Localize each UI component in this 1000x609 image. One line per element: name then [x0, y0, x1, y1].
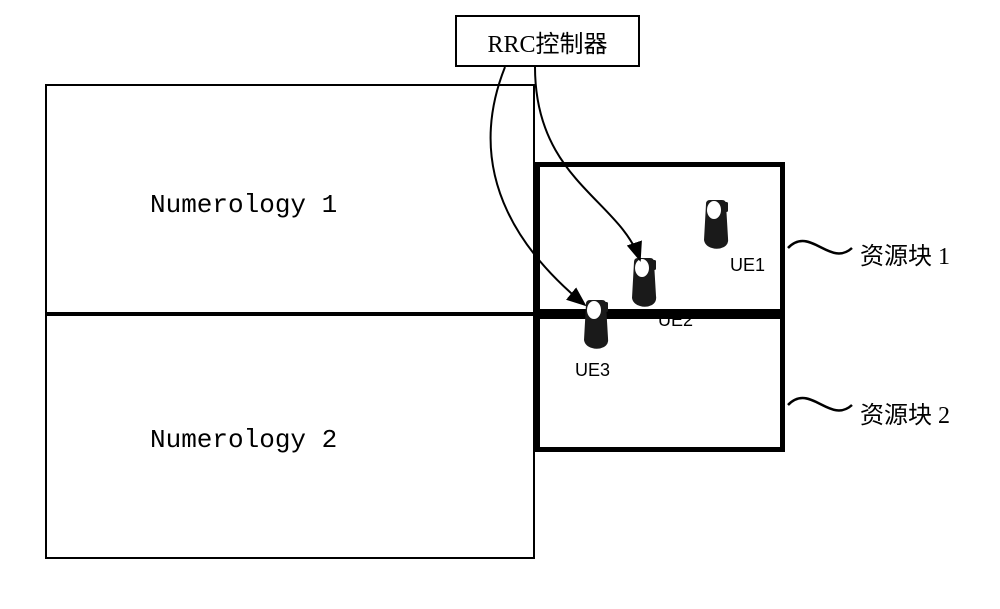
resource-block-1-box	[535, 162, 785, 314]
resource-block-1-label: 资源块 1	[860, 236, 950, 271]
ue3-icon	[580, 300, 612, 350]
rrc-controller-label: RRC控制器	[487, 24, 607, 59]
numerology-2-label: Numerology 2	[150, 425, 337, 455]
ue1-label: UE1	[730, 255, 765, 276]
rrc-controller-box: RRC控制器	[455, 15, 640, 67]
numerology-1-label: Numerology 1	[150, 190, 337, 220]
connector-rb1	[788, 241, 852, 253]
resource-block-2-box	[535, 314, 785, 452]
ue3-label: UE3	[575, 360, 610, 381]
resource-block-2-label: 资源块 2	[860, 395, 950, 430]
connector-rb2	[788, 398, 852, 410]
ue2-icon	[628, 258, 660, 308]
ue1-icon	[700, 200, 732, 250]
ue2-label: UE2	[658, 310, 693, 331]
